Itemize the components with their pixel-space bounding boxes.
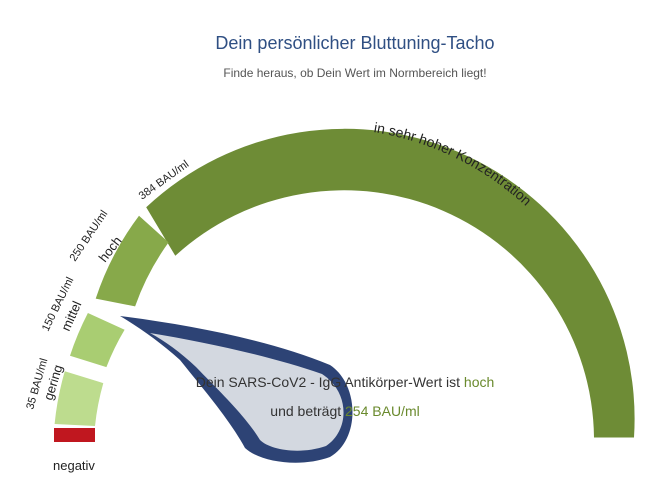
segment-sehr-hoch: [146, 128, 635, 438]
result-value-prefix: und beträgt: [270, 403, 342, 419]
result-line-1: Dein SARS-CoV2 - IgG Antikörper-Wert ist…: [150, 374, 540, 390]
segment-gering: [54, 371, 104, 426]
result-value: 254 BAU/ml: [345, 403, 420, 419]
segment-hoch: [95, 215, 169, 307]
segment-mittel: [70, 313, 125, 368]
page-title: Dein persönlicher Bluttuning-Tacho: [215, 33, 495, 53]
result-level: hoch: [463, 374, 495, 390]
gauge-needle-inner: [150, 333, 344, 451]
segment-label-negativ: negativ: [53, 458, 95, 473]
segment-negativ: [54, 428, 95, 442]
page-subtitle: Finde heraus, ob Dein Wert im Normbereic…: [223, 66, 487, 80]
result-line-2: und beträgt 254 BAU/ml: [150, 403, 540, 419]
result-prefix: Dein SARS-CoV2 - IgG Antikörper-Wert ist: [195, 374, 461, 390]
